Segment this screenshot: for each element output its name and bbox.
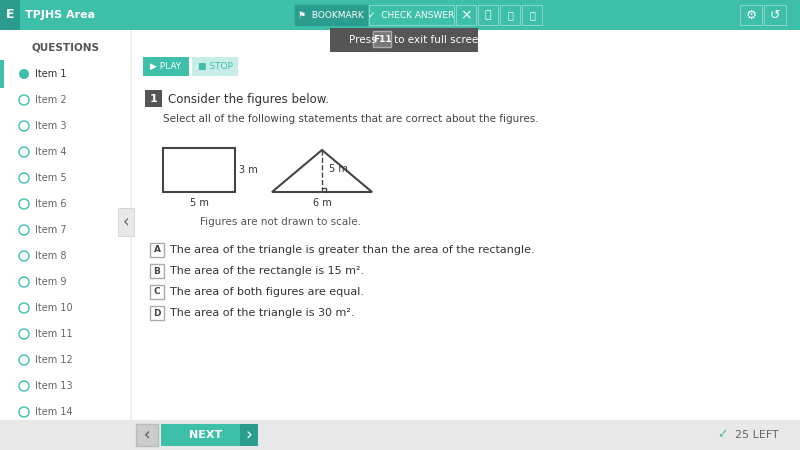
Text: Item 4: Item 4 — [35, 147, 66, 157]
Text: ⧉: ⧉ — [485, 10, 491, 20]
Bar — [0, 60, 4, 88]
Text: 6 m: 6 m — [313, 198, 331, 208]
Bar — [373, 31, 391, 47]
Bar — [163, 148, 235, 192]
Text: 1: 1 — [150, 94, 158, 104]
Bar — [161, 424, 251, 446]
Bar — [0, 420, 800, 450]
Bar — [295, 5, 367, 25]
Text: Item 14: Item 14 — [35, 407, 73, 417]
Text: C: C — [154, 288, 160, 297]
Text: ↺: ↺ — [770, 9, 780, 22]
Text: ✓: ✓ — [717, 428, 727, 441]
Bar — [740, 5, 762, 25]
Text: 3 m: 3 m — [239, 165, 258, 175]
Text: Press: Press — [349, 35, 377, 45]
Bar — [192, 57, 238, 76]
Text: Select all of the following statements that are correct about the figures.: Select all of the following statements t… — [163, 114, 538, 124]
Bar — [136, 424, 158, 446]
Text: ‹: ‹ — [122, 213, 130, 231]
Text: Item 13: Item 13 — [35, 381, 73, 391]
Bar — [150, 264, 164, 278]
Bar — [500, 5, 520, 25]
Text: ⚙: ⚙ — [746, 9, 757, 22]
Text: Item 3: Item 3 — [35, 121, 66, 131]
Bar — [150, 243, 164, 257]
Text: ✓  CHECK ANSWER: ✓ CHECK ANSWER — [368, 10, 454, 19]
Text: Item 2: Item 2 — [35, 95, 66, 105]
Bar — [150, 285, 164, 299]
Text: The area of both figures are equal.: The area of both figures are equal. — [170, 287, 364, 297]
Text: F11: F11 — [373, 36, 391, 45]
Text: 25 LEFT: 25 LEFT — [735, 430, 778, 440]
Text: Consider the figures below.: Consider the figures below. — [168, 93, 329, 105]
Bar — [118, 208, 134, 236]
Text: Item 7: Item 7 — [35, 225, 66, 235]
Bar — [150, 306, 164, 320]
Text: D: D — [154, 309, 161, 318]
Text: ‹: ‹ — [144, 426, 150, 444]
Text: E: E — [6, 9, 14, 22]
Text: ×: × — [460, 8, 472, 22]
Text: Item 1: Item 1 — [35, 69, 66, 79]
Bar — [143, 57, 189, 76]
Bar — [132, 30, 800, 422]
Text: 🔒: 🔒 — [529, 10, 535, 20]
Text: ⚑  BOOKMARK: ⚑ BOOKMARK — [298, 10, 364, 19]
Text: The area of the triangle is 30 m².: The area of the triangle is 30 m². — [170, 308, 354, 318]
Bar — [240, 424, 258, 446]
Text: ▶ PLAY: ▶ PLAY — [150, 62, 182, 71]
Text: The area of the rectangle is 15 m².: The area of the rectangle is 15 m². — [170, 266, 364, 276]
Text: NEXT: NEXT — [190, 430, 222, 440]
Text: to exit full screen: to exit full screen — [394, 35, 485, 45]
Bar — [369, 5, 454, 25]
Text: ›: › — [246, 426, 252, 444]
Text: A: A — [154, 246, 161, 255]
Bar — [764, 5, 786, 25]
Text: 5 m: 5 m — [329, 164, 348, 174]
Text: Item 8: Item 8 — [35, 251, 66, 261]
Text: B: B — [154, 266, 161, 275]
Text: 5 m: 5 m — [190, 198, 209, 208]
Text: Item 11: Item 11 — [35, 329, 73, 339]
Bar — [145, 90, 162, 107]
Bar — [0, 30, 130, 420]
Text: Item 6: Item 6 — [35, 199, 66, 209]
Bar — [522, 5, 542, 25]
Text: QUESTIONS: QUESTIONS — [31, 43, 99, 53]
Text: The area of the triangle is greater than the area of the rectangle.: The area of the triangle is greater than… — [170, 245, 534, 255]
Text: Item 10: Item 10 — [35, 303, 73, 313]
Text: TPJHS Area: TPJHS Area — [25, 10, 95, 20]
Text: Item 9: Item 9 — [35, 277, 66, 287]
Circle shape — [19, 69, 29, 79]
Text: Item 5: Item 5 — [35, 173, 66, 183]
Bar — [0, 0, 20, 30]
Text: Figures are not drawn to scale.: Figures are not drawn to scale. — [200, 217, 361, 227]
Bar — [456, 5, 476, 25]
Text: 🔍: 🔍 — [507, 10, 513, 20]
Bar — [0, 0, 800, 30]
Bar — [330, 28, 478, 52]
Text: Item 12: Item 12 — [35, 355, 73, 365]
Text: ■ STOP: ■ STOP — [198, 62, 233, 71]
Bar — [478, 5, 498, 25]
